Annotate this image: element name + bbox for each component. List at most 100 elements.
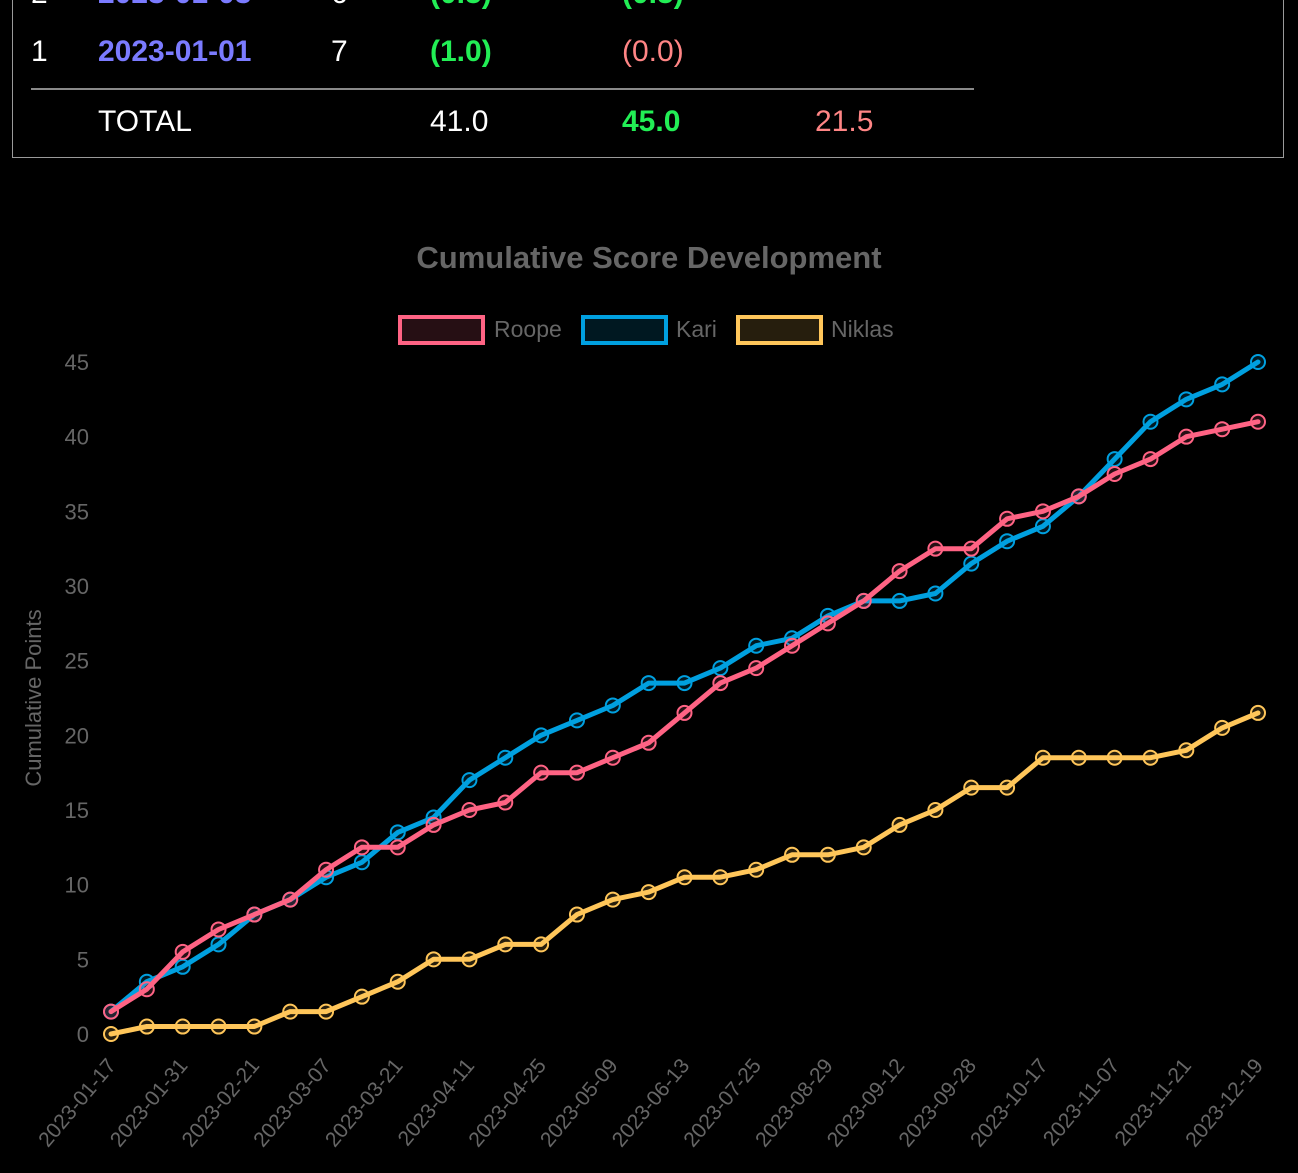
data-point-roope [1214,421,1231,438]
data-point-kari [461,772,478,789]
data-point-roope [1250,413,1266,430]
data-point-niklas [712,869,729,886]
series-roope [103,413,1266,1020]
data-point-niklas [497,936,514,953]
data-point-kari [927,585,944,602]
data-point-kari [891,592,908,609]
data-point-niklas [604,891,621,908]
total-niklas: 21.5 [815,105,874,138]
data-point-roope [1178,428,1195,445]
total-row: TOTAL 41.0 45.0 21.5 [13,105,1283,145]
data-point-niklas [1070,749,1087,766]
data-point-kari [568,712,585,729]
date-link[interactable]: 2023-01-03 [98,0,251,11]
data-point-kari [604,697,621,714]
data-point-niklas [103,1026,119,1042]
data-point-kari [497,749,514,766]
data-point-kari [640,675,657,692]
y-tick-label: 45 [65,350,89,375]
data-point-roope [712,675,729,692]
data-point-kari [1034,518,1051,535]
data-point-roope [174,943,191,960]
y-tick-label: 30 [65,574,89,599]
data-point-roope [246,906,263,923]
legend-swatch-kari [581,315,668,345]
data-point-roope [999,510,1016,527]
y-tick-label: 0 [77,1022,89,1047]
series-line-roope [108,419,1261,1015]
row-number: 2 [31,0,48,11]
data-point-roope [891,563,908,580]
data-point-kari [174,958,191,975]
data-point-niklas [999,779,1016,796]
data-point-roope [676,704,693,721]
data-point-roope [533,764,550,781]
data-point-niklas [1178,742,1195,759]
data-point-niklas [533,936,550,953]
data-point-roope [1034,503,1051,520]
data-point-roope [425,816,442,833]
y-tick-label: 25 [65,649,89,674]
data-point-roope [855,592,872,609]
legend-label-niklas: Niklas [831,316,894,342]
date-link[interactable]: 2023-01-01 [98,35,252,68]
data-point-niklas [1142,749,1159,766]
data-point-kari [748,637,765,654]
data-point-kari [1250,354,1266,370]
data-point-niklas [927,802,944,818]
data-point-niklas [282,1003,299,1020]
data-point-kari [1178,391,1195,408]
data-point-niklas [963,779,980,796]
y-axis: 0 5 10 15 20 25 30 35 40 45 [65,350,89,1047]
data-point-niklas [819,846,836,863]
y-axis-label: Cumulative Points [21,609,46,786]
data-point-niklas [210,1018,227,1035]
legend-swatch-niklas [736,315,823,345]
total-roope: 41.0 [430,105,489,138]
data-point-roope [318,861,335,878]
data-point-niklas [425,951,442,968]
series-kari [103,354,1266,1020]
legend-label-roope: Roope [494,316,562,342]
table-row: 1 2023-01-01 7 (1.0) (0.0) [13,35,1283,75]
data-point-roope [927,540,944,557]
data-point-niklas [784,846,801,863]
data-point-niklas [676,869,693,886]
data-point-roope [784,637,801,654]
data-point-kari [712,660,729,677]
data-point-roope [640,734,657,751]
data-point-niklas [1214,719,1231,736]
data-point-roope [461,802,478,818]
data-point-niklas [389,973,406,990]
data-point-roope [1142,451,1159,468]
kari-score: (0.0) [622,35,684,68]
roope-score: (1.0) [430,35,492,68]
kari-score: (0.5) [622,0,684,11]
y-tick-label: 35 [65,499,89,524]
data-point-roope [497,794,514,811]
data-point-niklas [568,906,585,923]
total-kari: 45.0 [622,105,681,138]
data-point-roope [1106,466,1123,482]
data-point-kari [676,675,693,692]
data-point-kari [533,727,550,744]
data-point-niklas [748,861,765,878]
data-point-niklas [855,839,872,856]
data-point-niklas [1106,749,1123,766]
legend: Roope Kari Niklas [398,315,894,345]
data-point-roope [963,540,980,557]
game-count: 7 [331,35,348,68]
total-divider [31,88,974,90]
data-point-niklas [1250,704,1266,721]
data-point-roope [1070,488,1087,505]
row-number: 1 [31,35,48,68]
plot-area [103,354,1266,1042]
data-point-roope [353,839,370,856]
data-point-niklas [891,816,908,833]
y-tick-label: 40 [65,425,89,450]
data-point-kari [999,533,1016,550]
x-axis: 2023-01-172023-01-312023-02-212023-03-07… [34,1054,1268,1151]
data-point-kari [963,555,980,572]
data-point-niklas [138,1018,155,1035]
data-point-kari [1142,413,1159,430]
